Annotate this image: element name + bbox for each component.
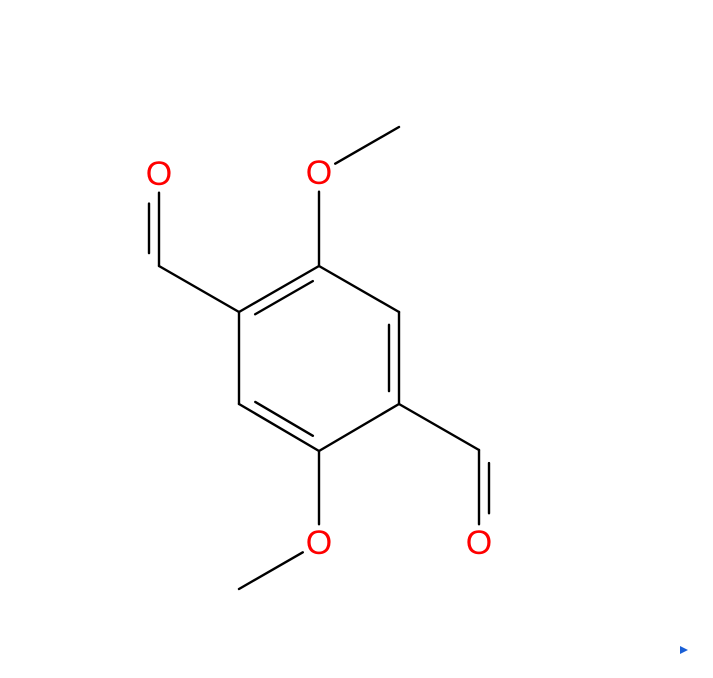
- corner-play-icon: [680, 646, 688, 654]
- bond-line: [239, 404, 319, 451]
- atom-label-o: O: [466, 524, 492, 562]
- bond-line: [159, 266, 239, 312]
- atom-label-o: O: [306, 154, 332, 192]
- atom-label-o: O: [146, 155, 172, 193]
- atom-label-o: O: [306, 524, 332, 562]
- molecule-canvas: O O O O: [0, 0, 713, 678]
- bond-line: [239, 552, 303, 589]
- bond-line: [319, 404, 399, 451]
- bond-line: [239, 266, 319, 312]
- bond-line: [319, 266, 399, 312]
- bond-line: [399, 404, 479, 450]
- bond-line: [335, 127, 399, 164]
